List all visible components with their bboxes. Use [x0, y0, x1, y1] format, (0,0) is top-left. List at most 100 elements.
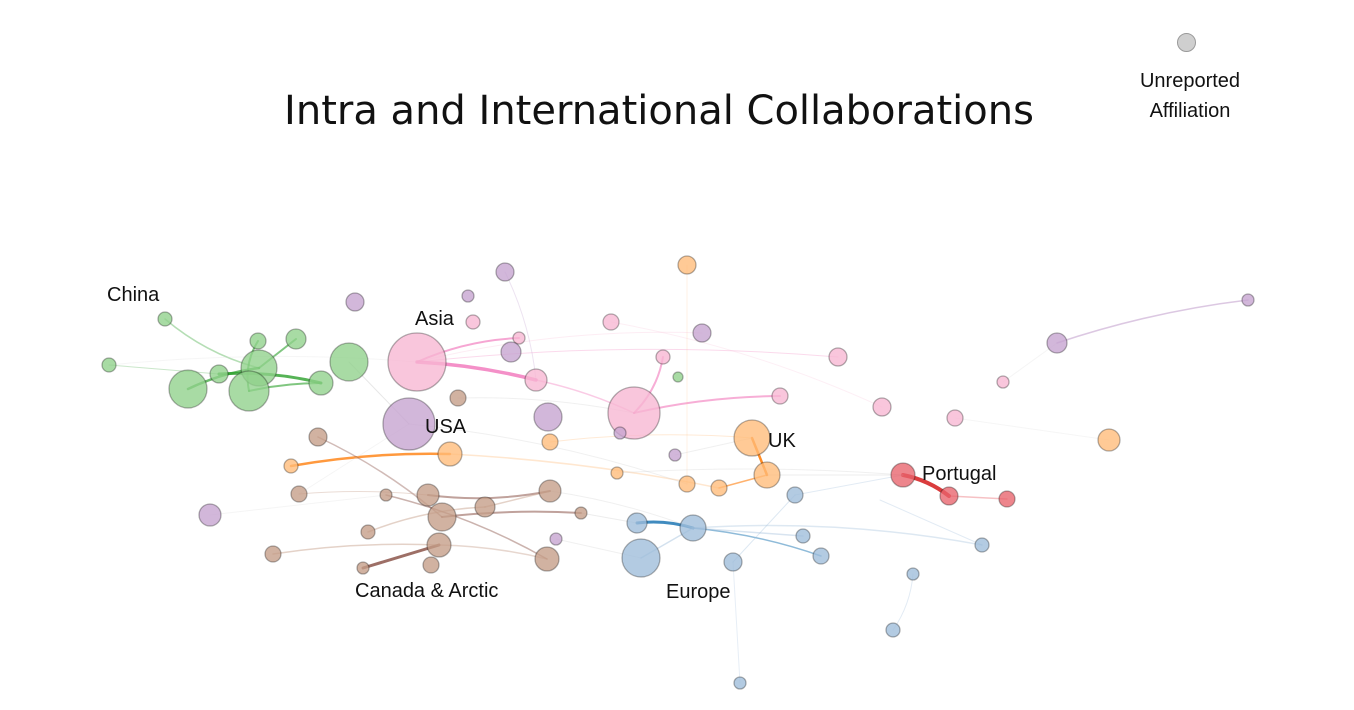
network-node-purple — [345, 292, 365, 312]
network-node-brown — [290, 485, 308, 503]
network-node-pink — [655, 349, 671, 365]
label-asia: Asia — [415, 308, 454, 330]
network-node-brown — [356, 561, 370, 575]
edge — [692, 524, 983, 546]
edge — [692, 527, 822, 557]
network-node-purple — [198, 503, 222, 527]
edge — [732, 494, 796, 563]
edge — [892, 573, 914, 631]
edge — [441, 510, 582, 518]
network-node-brown — [534, 546, 560, 572]
network-node-orange — [610, 466, 624, 480]
network-node-pink — [387, 332, 447, 392]
edge — [108, 364, 220, 375]
network-node-purple — [668, 448, 682, 462]
network-node-green — [308, 370, 334, 396]
network-node-pink — [771, 387, 789, 405]
network-node-brown — [474, 496, 496, 518]
network-node-green — [285, 328, 307, 350]
network-node-blue — [679, 514, 707, 542]
network-node-purple — [500, 341, 522, 363]
network-node-pink — [946, 409, 964, 427]
network-node-brown — [422, 556, 440, 574]
network-node-pink — [524, 368, 548, 392]
network-node-orange — [1097, 428, 1121, 452]
network-node-orange — [677, 255, 697, 275]
network-node-orange — [437, 441, 463, 467]
edge — [416, 348, 839, 363]
network-node-purple — [613, 426, 627, 440]
network-node-blue — [974, 537, 990, 553]
network-node-brown — [538, 479, 562, 503]
network-node-pink — [512, 331, 526, 345]
network-node-red — [998, 490, 1016, 508]
network-node-pink — [602, 313, 620, 331]
legend-line-2: Affiliation — [1149, 100, 1231, 122]
network-node-purple — [382, 397, 436, 451]
network-node-purple — [495, 262, 515, 282]
legend-unreported-marker — [1177, 33, 1196, 52]
network-node-blue — [733, 676, 747, 690]
network-node-orange — [541, 433, 559, 451]
network-node-brown — [416, 483, 440, 507]
network-node-brown — [360, 524, 376, 540]
network-node-brown — [426, 532, 452, 558]
network-node-orange — [678, 475, 696, 493]
network-node-orange — [753, 461, 781, 489]
node-layer — [101, 255, 1255, 690]
edge — [272, 543, 440, 555]
legend-unreported-label: Unreported Affiliation — [1120, 66, 1260, 126]
network-node-brown — [427, 502, 457, 532]
network-node-pink — [465, 314, 481, 330]
network-node-brown — [264, 545, 282, 563]
network-node-blue — [786, 486, 804, 504]
edge — [438, 544, 548, 560]
edge — [289, 452, 452, 468]
network-node-blue — [795, 528, 811, 544]
network-node-blue — [812, 547, 830, 565]
page-title: Intra and International Collaborations — [284, 88, 1034, 134]
network-node-purple — [1046, 332, 1068, 354]
network-node-purple — [692, 323, 712, 343]
network-node-green — [249, 332, 267, 350]
label-canada-arctic: Canada & Arctic — [355, 580, 499, 602]
network-node-brown — [574, 506, 588, 520]
legend-line-1: Unreported — [1139, 70, 1241, 92]
label-usa: USA — [425, 416, 467, 438]
network-node-pink — [996, 375, 1010, 389]
edge — [504, 271, 537, 381]
network-node-green — [168, 369, 208, 409]
edge — [209, 494, 387, 516]
network-node-brown — [308, 427, 328, 447]
network-node-red — [890, 462, 916, 488]
network-node-green — [672, 371, 684, 383]
edge — [954, 417, 1110, 441]
network-node-purple — [533, 402, 563, 432]
network-node-green — [329, 342, 369, 382]
network-node-purple — [1241, 293, 1255, 307]
network-node-purple — [461, 289, 475, 303]
edge-layer — [108, 264, 1249, 684]
network-node-red — [939, 486, 959, 506]
edge — [385, 494, 548, 560]
label-europe: Europe — [666, 581, 731, 603]
edge — [549, 434, 753, 443]
network-node-brown — [379, 488, 393, 502]
network-node-green — [209, 364, 229, 384]
network-node-purple — [549, 532, 563, 546]
network-node-blue — [626, 512, 648, 534]
edge — [879, 499, 983, 546]
edge — [1056, 299, 1249, 344]
network-node-pink — [828, 347, 848, 367]
network-node-green — [228, 370, 270, 412]
network-node-green — [157, 311, 173, 327]
network-node-pink — [607, 386, 661, 440]
edge — [692, 527, 804, 537]
network-node-brown — [449, 389, 467, 407]
network-node-blue — [621, 538, 661, 578]
network-node-blue — [906, 567, 920, 581]
edge — [298, 490, 429, 496]
network-node-orange — [733, 419, 771, 457]
network-node-pink — [872, 397, 892, 417]
